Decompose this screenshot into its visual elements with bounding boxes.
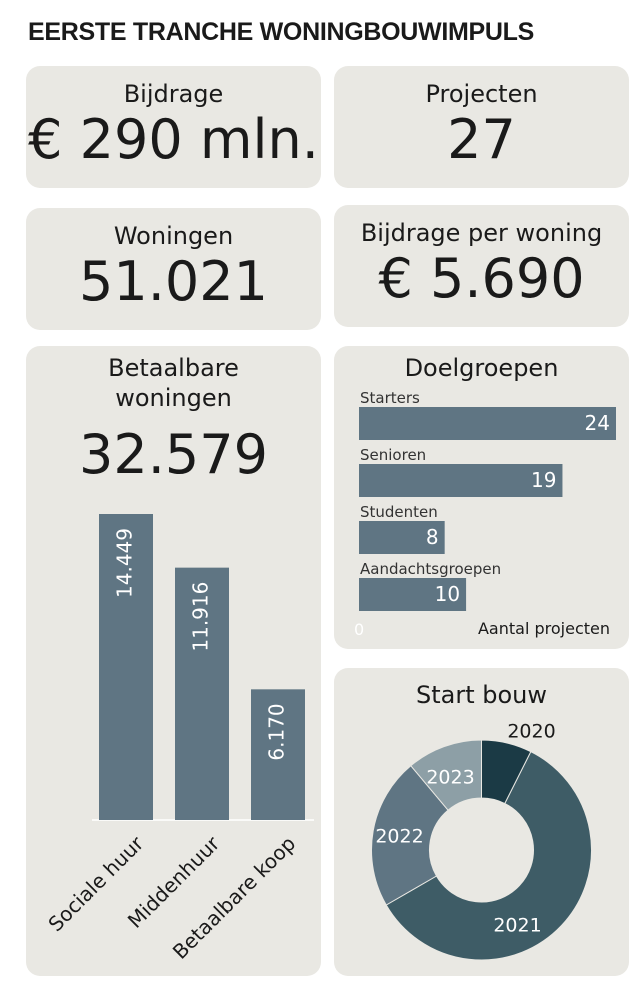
doelgroepen-title: Doelgroepen xyxy=(405,354,559,382)
bijdrage-per-woning-value: € 5.690 xyxy=(378,247,585,310)
slice-2022 xyxy=(371,765,449,906)
doelgroepen-xlabel: Aantal projecten xyxy=(478,619,610,638)
bijdrage-value: € 290 mln. xyxy=(28,108,319,171)
doelgroep-value: 24 xyxy=(585,411,610,435)
betaalbare-woningen-chart: Betaalbare woningen 32.579 14.449Sociale… xyxy=(43,354,314,964)
projecten-card: Projecten 27 xyxy=(334,66,629,188)
projecten-value: 27 xyxy=(447,108,516,171)
bar-value-label: 6.170 xyxy=(265,703,289,760)
doelgroepen-axis-zero: 0 xyxy=(354,620,364,639)
bar-aandachtsgroepen xyxy=(359,578,467,611)
bar-sociale-huur xyxy=(99,514,153,820)
start-bouw-card: Start bouw 2020 2021 2022 2023 xyxy=(334,668,629,976)
page-title: EERSTE TRANCHE WONINGBOUWIMPULS xyxy=(28,18,534,46)
bar-value-label: 14.449 xyxy=(113,528,137,598)
bijdrage-per-woning-label: Bijdrage per woning xyxy=(360,219,603,247)
bar-starters xyxy=(359,407,616,440)
doelgroep-label: Aandachtsgroepen xyxy=(360,560,501,578)
doelgroep-value: 8 xyxy=(426,525,439,549)
slice-label-2022: 2022 xyxy=(375,826,423,848)
betaalbare-woningen-title-line-2: woningen xyxy=(115,384,232,412)
doelgroepen-card: Doelgroepen Starters 24 Senioren 19 Studente… xyxy=(334,346,629,649)
slice-2023 xyxy=(410,739,482,811)
bijdrage-label: Bijdrage xyxy=(123,80,224,108)
bijdrage-card: Bijdrage € 290 mln. xyxy=(26,66,321,188)
bar-studenten xyxy=(359,521,445,554)
woningen-card: Woningen 51.021 xyxy=(26,208,321,330)
doelgroep-label: Starters xyxy=(360,389,420,407)
slice-label-2020: 2020 xyxy=(507,721,555,743)
betaalbare-woningen-title-line-1: Betaalbare xyxy=(108,354,239,382)
start-bouw-title: Start bouw xyxy=(416,681,547,709)
projecten-label: Projecten xyxy=(425,80,538,108)
bar-betaalbare-koop xyxy=(251,689,305,820)
bijdrage-per-woning-card: Bijdrage per woning € 5.690 xyxy=(334,205,629,327)
slice-label-2023: 2023 xyxy=(426,767,474,789)
start-bouw-chart: Start bouw 2020 2021 2022 2023 xyxy=(371,681,592,961)
woningen-label: Woningen xyxy=(113,222,234,250)
bar-senioren xyxy=(359,464,563,497)
bar-middenhuur xyxy=(175,567,229,820)
betaalbare-woningen-card: Betaalbare woningen 32.579 14.449 Sociale… xyxy=(26,346,321,976)
bar-value-label: 11.916 xyxy=(189,582,213,652)
slice-label-2021: 2021 xyxy=(493,915,541,937)
woningen-value: 51.021 xyxy=(79,250,268,313)
doelgroepen-chart: Doelgroepen Starters 24 Senioren 19 Studente… xyxy=(354,354,616,639)
doelgroep-label: Studenten xyxy=(360,503,438,521)
doelgroep-value: 10 xyxy=(435,582,460,606)
slice-2021 xyxy=(385,751,592,961)
doelgroep-label: Senioren xyxy=(360,446,426,464)
betaalbare-woningen-total: 32.579 xyxy=(79,423,268,486)
doelgroep-value: 19 xyxy=(531,468,556,492)
